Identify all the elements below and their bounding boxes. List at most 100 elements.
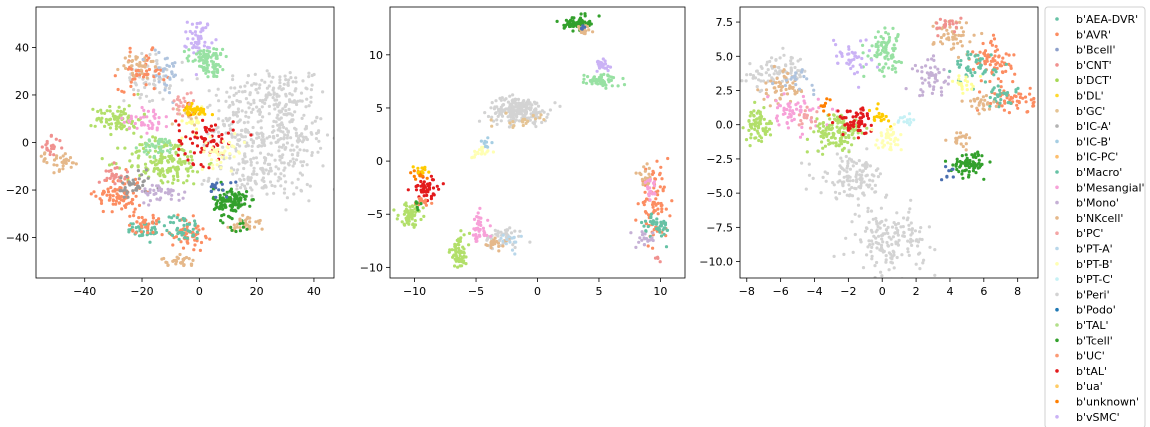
scatter-point bbox=[156, 139, 160, 143]
scatter-point bbox=[890, 127, 894, 131]
scatter-point bbox=[773, 90, 777, 94]
scatter-point bbox=[191, 59, 195, 63]
scatter-point bbox=[852, 121, 856, 126]
scatter-point bbox=[142, 108, 146, 112]
scatter-point bbox=[795, 107, 799, 111]
scatter-point bbox=[959, 16, 963, 20]
scatter-point bbox=[236, 222, 240, 226]
scatter-point bbox=[960, 172, 964, 176]
scatter-point bbox=[176, 213, 180, 217]
scatter-point bbox=[865, 112, 869, 116]
scatter-point bbox=[248, 204, 252, 208]
scatter-point bbox=[282, 191, 286, 195]
y-tick-label: −7.5 bbox=[706, 221, 733, 234]
scatter-point bbox=[309, 95, 313, 99]
x-tick-label: 4 bbox=[946, 285, 953, 298]
scatter-point bbox=[994, 70, 998, 74]
scatter-point bbox=[140, 51, 144, 56]
scatter-point bbox=[913, 63, 918, 68]
legend-entry: b'AEA-DVR' bbox=[1055, 13, 1138, 26]
scatter-point bbox=[884, 30, 888, 35]
scatter-point bbox=[772, 64, 776, 69]
scatter-point bbox=[111, 112, 115, 116]
scatter-point bbox=[927, 76, 931, 80]
scatter-point bbox=[955, 131, 959, 135]
scatter-point bbox=[477, 233, 481, 237]
scatter-point bbox=[1026, 110, 1030, 114]
scatter-point bbox=[645, 162, 649, 166]
scatter-point bbox=[163, 191, 167, 195]
scatter-point bbox=[228, 215, 232, 219]
scatter-point bbox=[154, 158, 158, 162]
scatter-point bbox=[534, 125, 538, 129]
scatter-point bbox=[542, 118, 546, 122]
scatter-point bbox=[185, 240, 189, 244]
scatter-point bbox=[123, 146, 127, 150]
scatter-point bbox=[267, 104, 271, 108]
scatter-point bbox=[948, 69, 952, 73]
scatter-point bbox=[126, 115, 130, 119]
scatter-point bbox=[919, 226, 923, 230]
scatter-point bbox=[174, 119, 178, 123]
scatter-point bbox=[104, 169, 108, 173]
scatter-point bbox=[893, 231, 898, 235]
scatter-point bbox=[229, 86, 233, 90]
scatter-point bbox=[586, 75, 590, 79]
scatter-point bbox=[231, 113, 236, 117]
scatter-point bbox=[276, 113, 280, 117]
scatter-point bbox=[195, 25, 199, 29]
scatter-point bbox=[258, 83, 262, 87]
scatter-point bbox=[155, 59, 159, 63]
scatter-point bbox=[171, 243, 175, 247]
x-tick-label: 40 bbox=[307, 285, 321, 298]
scatter-point bbox=[221, 207, 225, 211]
scatter-point bbox=[961, 176, 965, 180]
scatter-point bbox=[162, 144, 166, 148]
scatter-point bbox=[246, 215, 250, 219]
scatter-point bbox=[870, 257, 874, 261]
scatter-point bbox=[148, 149, 152, 153]
scatter-point bbox=[539, 113, 543, 117]
scatter-point bbox=[419, 202, 423, 206]
scatter-point bbox=[847, 150, 851, 154]
scatter-point bbox=[864, 161, 868, 165]
scatter-point bbox=[298, 171, 302, 175]
scatter-point bbox=[979, 57, 983, 61]
scatter-point bbox=[238, 144, 242, 148]
scatter-point bbox=[186, 112, 190, 116]
scatter-point bbox=[782, 92, 786, 96]
scatter-point bbox=[914, 239, 918, 243]
scatter-point bbox=[756, 126, 761, 130]
scatter-point bbox=[154, 74, 158, 78]
scatter-point bbox=[165, 83, 169, 87]
scatter-point bbox=[304, 105, 308, 109]
scatter-point bbox=[296, 153, 300, 157]
scatter-point bbox=[755, 69, 759, 73]
scatter-point bbox=[754, 117, 759, 121]
scatter-point bbox=[248, 224, 252, 228]
scatter-point bbox=[833, 190, 838, 194]
scatter-point bbox=[215, 163, 219, 167]
scatter-point bbox=[601, 83, 605, 88]
scatter-point bbox=[966, 50, 970, 54]
scatter-point bbox=[134, 226, 138, 230]
scatter-point bbox=[883, 56, 887, 60]
scatter-point bbox=[243, 152, 247, 156]
scatter-point bbox=[887, 35, 892, 40]
scatter-point bbox=[856, 136, 861, 140]
scatter-point bbox=[792, 117, 796, 121]
scatter-point bbox=[263, 80, 267, 84]
scatter-point bbox=[290, 181, 294, 185]
scatter-point bbox=[957, 74, 961, 78]
scatter-point bbox=[224, 156, 228, 160]
scatter-point bbox=[195, 77, 199, 81]
scatter-point bbox=[879, 35, 883, 39]
scatter-point bbox=[797, 113, 802, 117]
scatter-point bbox=[163, 174, 167, 179]
scatter-point bbox=[183, 227, 187, 232]
scatter-point bbox=[957, 135, 961, 139]
scatter-point bbox=[229, 181, 233, 185]
scatter-point bbox=[969, 99, 973, 103]
scatter-point bbox=[108, 126, 112, 130]
scatter-point bbox=[273, 172, 277, 176]
